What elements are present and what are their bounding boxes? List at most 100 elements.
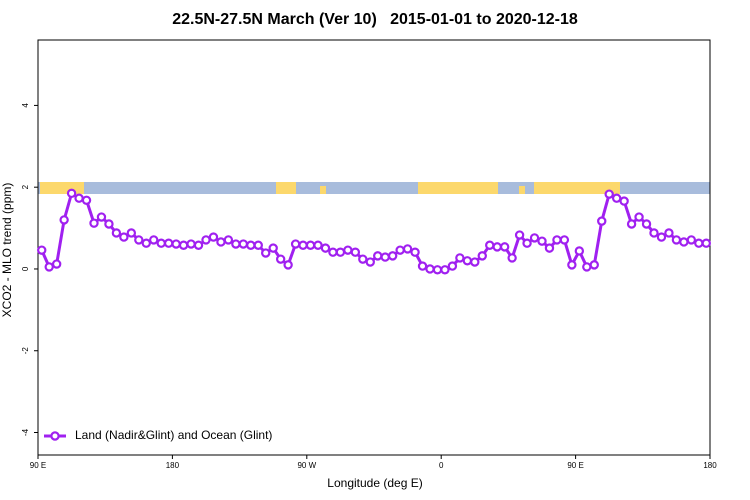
data-point <box>626 219 637 229</box>
data-point <box>163 238 174 248</box>
data-point <box>283 260 293 270</box>
data-point <box>268 243 278 253</box>
data-point <box>328 247 338 257</box>
data-point <box>305 240 316 250</box>
data-point <box>417 261 428 271</box>
data-point <box>395 245 405 255</box>
data-point <box>171 239 181 249</box>
data-point <box>425 264 435 274</box>
y-tick-label: 4 <box>21 103 30 108</box>
x-axis-label: Longitude (deg E) <box>327 476 422 490</box>
data-point <box>104 219 114 229</box>
y-axis-label: XCO2 - MLO trend (ppm) <box>0 183 14 318</box>
data-point <box>492 242 502 252</box>
data-point <box>552 235 562 245</box>
data-point <box>253 240 263 250</box>
data-point <box>701 238 711 248</box>
x-tick-label: 180 <box>166 461 180 470</box>
data-point <box>246 240 256 250</box>
data-point <box>634 212 644 222</box>
data-point <box>387 251 398 261</box>
x-tick-label: 90 W <box>297 461 316 470</box>
data-point <box>485 240 495 250</box>
data-point <box>544 243 555 253</box>
data-point <box>604 189 614 199</box>
data-point <box>694 238 704 248</box>
data-point <box>470 257 480 267</box>
x-tick-label: 90 E <box>567 461 583 470</box>
data-point <box>507 253 517 263</box>
data-point <box>567 260 577 270</box>
data-point <box>597 216 607 226</box>
land-band <box>276 182 296 194</box>
data-point <box>335 247 346 257</box>
data-point <box>522 238 532 248</box>
data-point <box>201 235 211 245</box>
data-point <box>59 215 69 225</box>
data-point <box>141 238 151 248</box>
data-point <box>156 238 166 248</box>
land-band <box>519 186 525 194</box>
data-point <box>649 228 659 238</box>
land-band <box>320 186 326 194</box>
data-point <box>223 235 234 245</box>
data-point <box>582 262 592 272</box>
data-point <box>402 244 413 254</box>
data-point <box>208 232 219 242</box>
data-point <box>111 228 122 238</box>
data-point <box>74 193 84 203</box>
chart-title: 22.5N-27.5N March (Ver 10) 2015-01-01 to… <box>172 11 578 28</box>
data-point <box>380 252 390 262</box>
data-point <box>432 265 443 275</box>
land-ocean-band <box>38 182 710 194</box>
data-point <box>51 259 62 269</box>
data-point <box>126 228 137 238</box>
data-point <box>656 232 667 242</box>
y-tick-label: 0 <box>21 266 30 271</box>
data-point <box>537 236 547 246</box>
x-tick-label: 90 E <box>30 461 46 470</box>
land-band <box>40 182 84 194</box>
y-tick-label: 2 <box>21 184 30 189</box>
data-point <box>231 239 241 249</box>
data-point <box>589 260 599 270</box>
data-point <box>499 242 510 252</box>
data-point <box>238 239 249 249</box>
data-point <box>298 240 308 250</box>
data-point <box>514 230 525 240</box>
data-point <box>447 261 458 271</box>
data-point <box>216 237 226 247</box>
data-point <box>477 251 487 261</box>
data-point <box>313 240 323 250</box>
data-point <box>611 193 622 203</box>
data-point <box>574 246 585 256</box>
data-point <box>89 218 99 228</box>
land-band <box>534 182 620 194</box>
data-point <box>529 233 540 243</box>
data-point <box>671 235 682 245</box>
data-point <box>37 245 47 255</box>
data-point <box>66 188 77 199</box>
data-point <box>365 257 375 267</box>
data-point <box>358 254 368 264</box>
data-point <box>290 239 301 249</box>
data-point <box>320 243 331 253</box>
data-point <box>178 240 189 250</box>
x-tick-label: 0 <box>439 461 444 470</box>
data-point <box>96 212 107 222</box>
data-point <box>679 237 689 247</box>
data-point <box>619 196 629 206</box>
data-point <box>559 235 570 245</box>
data-point <box>81 195 92 205</box>
plot-frame <box>37 39 711 456</box>
data-point <box>275 254 286 264</box>
data-point <box>664 228 674 238</box>
data-point <box>410 247 420 257</box>
data-point <box>149 235 159 245</box>
data-point <box>686 235 697 245</box>
data-point <box>440 265 450 275</box>
y-tick-label: -2 <box>21 347 30 355</box>
data-point <box>261 248 271 258</box>
data-point <box>373 251 383 261</box>
